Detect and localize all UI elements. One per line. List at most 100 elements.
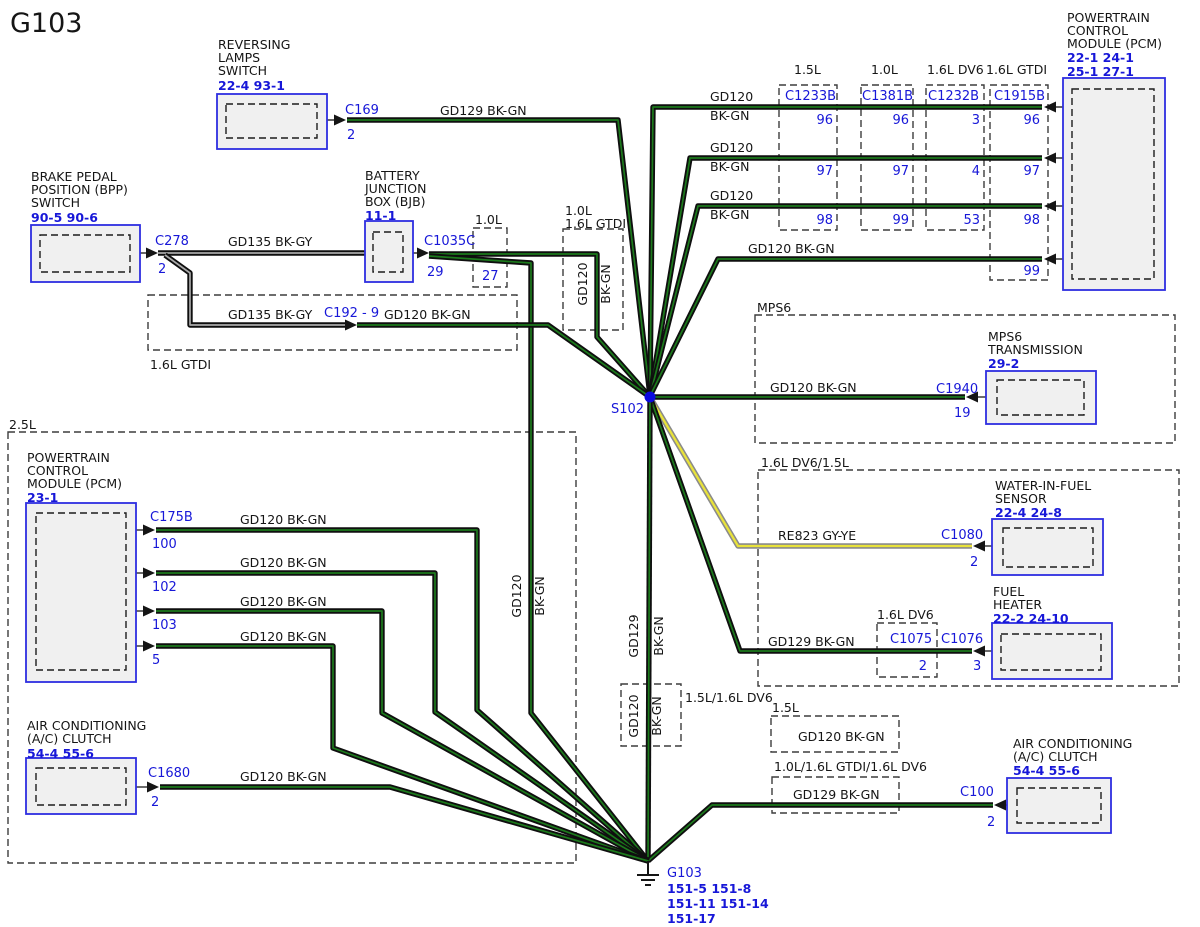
wire-gd120-pcmleft-row2 bbox=[156, 570, 650, 864]
vlabel-bkgn-wireA: BK-GN bbox=[532, 576, 547, 615]
vlabel-gd129: GD129 bbox=[626, 614, 641, 657]
svg-text:SWITCH: SWITCH bbox=[218, 63, 267, 78]
bjb-name: BATTERY bbox=[365, 168, 420, 183]
svg-text:99: 99 bbox=[892, 213, 909, 228]
pin-c175b-103: 103 bbox=[152, 618, 177, 633]
wif-refs: 22-4 24-8 bbox=[995, 505, 1062, 520]
region-15l-dv6-bottom bbox=[620, 683, 682, 747]
pin-c1940: 19 bbox=[954, 406, 971, 421]
svg-text:GD120 BK-GN: GD120 BK-GN bbox=[240, 769, 327, 784]
ground-g103-label: G103 bbox=[667, 866, 702, 881]
svg-text:GD120 BK-GN: GD120 BK-GN bbox=[240, 555, 327, 570]
pin-c175b-102: 102 bbox=[152, 580, 177, 595]
svg-text:GD120: GD120 bbox=[710, 89, 753, 104]
svg-text:4: 4 bbox=[972, 164, 980, 179]
pcm-right-refs1: 22-1 24-1 bbox=[1067, 50, 1134, 65]
box-ac-clutch-right bbox=[1006, 777, 1112, 834]
region-1-0l-gtdi bbox=[562, 228, 624, 331]
connector-c1076: C1076 bbox=[941, 632, 983, 647]
svg-text:GD120 BK-GN: GD120 BK-GN bbox=[240, 629, 327, 644]
connector-c100: C100 bbox=[960, 785, 994, 800]
vlabel-bkgn-bottom: BK-GN bbox=[649, 696, 664, 735]
svg-text:BK-GN: BK-GN bbox=[710, 108, 749, 123]
box-reversing-lamps-switch bbox=[216, 93, 328, 150]
region-label-combo: 1.0L/1.6L GTDI/1.6L DV6 bbox=[774, 759, 927, 774]
box-pcm-right bbox=[1062, 77, 1166, 291]
region-label-2-5l: 2.5L bbox=[9, 417, 36, 432]
region-label-15l-dv6: 1.5L/1.6L DV6 bbox=[685, 690, 773, 705]
col-header-1-0l: 1.0L bbox=[871, 62, 898, 77]
pin-c278: 2 bbox=[158, 262, 166, 277]
connector-c1232b: C1232B bbox=[928, 89, 979, 104]
svg-text:99: 99 bbox=[1023, 264, 1040, 279]
vlabel-gd120-center: GD120 bbox=[575, 262, 590, 305]
pin-c1035c-29: 29 bbox=[427, 265, 444, 280]
labels: G103 REVERSING LAMPS SWITCH 22-4 93-1 C1… bbox=[9, 8, 1162, 926]
connector-c1915b: C1915B bbox=[994, 89, 1045, 104]
arrow-c175b-103 bbox=[143, 605, 155, 617]
arrow-pcm-row3 bbox=[1044, 200, 1056, 212]
ac-left-name: AIR CONDITIONING bbox=[27, 718, 146, 733]
col-header-dv6: 1.6L DV6 bbox=[927, 62, 984, 77]
wire-gd120-vertical-left bbox=[428, 253, 651, 863]
arrow-c1940 bbox=[966, 391, 978, 403]
region-combo-right bbox=[771, 776, 900, 814]
box-bpp-switch bbox=[30, 224, 141, 283]
pcm-right-refs2: 25-1 27-1 bbox=[1067, 64, 1134, 79]
bpp-name: BRAKE PEDAL bbox=[31, 169, 117, 184]
arrow-c175b-5 bbox=[143, 640, 155, 652]
svg-text:GD120 BK-GN: GD120 BK-GN bbox=[798, 729, 885, 744]
pin-c1076: 3 bbox=[973, 659, 981, 674]
mps6-trans-refs: 29-2 bbox=[988, 356, 1019, 371]
svg-text:3: 3 bbox=[972, 113, 980, 128]
svg-text:96: 96 bbox=[892, 113, 909, 128]
connector-c1680: C1680 bbox=[148, 766, 190, 781]
svg-text:GD129 BK-GN: GD129 BK-GN bbox=[768, 634, 855, 649]
arrow-c1680 bbox=[147, 781, 159, 793]
wire-gd120-pcmleft-row1 bbox=[156, 527, 650, 864]
connector-c169: C169 bbox=[345, 103, 379, 118]
svg-text:BK-GN: BK-GN bbox=[710, 159, 749, 174]
arrow-c175b-102 bbox=[143, 567, 155, 579]
wire-gd120-c192 bbox=[357, 322, 652, 400]
ac-left-refs: 54-4 55-6 bbox=[27, 746, 94, 761]
wire-gd129-fuel-heater bbox=[647, 396, 972, 654]
region-dv6-15l bbox=[757, 469, 1180, 687]
connector-c1233b: C1233B bbox=[785, 89, 836, 104]
svg-text:98: 98 bbox=[1023, 213, 1040, 228]
svg-text:GD120 BK-GN: GD120 BK-GN bbox=[770, 380, 857, 395]
svg-text:96: 96 bbox=[816, 113, 833, 128]
pin-c1075: 2 bbox=[919, 659, 927, 674]
region-mps6 bbox=[754, 314, 1176, 444]
mps6-trans-name: MPS6 bbox=[988, 329, 1022, 344]
pcm-right-name: POWERTRAIN bbox=[1067, 10, 1150, 25]
ground-ref3: 151-17 bbox=[667, 911, 716, 926]
svg-text:(A/C) CLUTCH: (A/C) CLUTCH bbox=[1013, 749, 1097, 764]
wires bbox=[156, 104, 1042, 864]
svg-text:96: 96 bbox=[1023, 113, 1040, 128]
wire-gd120-ac-left bbox=[160, 784, 649, 864]
region-1-5l-right bbox=[770, 715, 900, 753]
fuel-heater-name: FUEL bbox=[993, 584, 1024, 599]
wire-gd120-c1035c-to-s102 bbox=[429, 251, 653, 399]
arrow-pcm-row4 bbox=[1044, 253, 1056, 265]
svg-text:CONTROL: CONTROL bbox=[1067, 23, 1128, 38]
svg-text:BK-GN: BK-GN bbox=[710, 207, 749, 222]
ac-right-refs: 54-4 55-6 bbox=[1013, 763, 1080, 778]
col-header-gtdi: 1.6L GTDI bbox=[986, 62, 1047, 77]
pin-c100: 2 bbox=[987, 815, 995, 830]
svg-text:97: 97 bbox=[1023, 164, 1040, 179]
pin-c175b-100: 100 bbox=[152, 537, 177, 552]
region-2-5l bbox=[7, 431, 577, 864]
splice-s102-label: S102 bbox=[611, 402, 644, 417]
box-pcm-left bbox=[25, 502, 137, 683]
arrow-c192 bbox=[345, 319, 357, 331]
connector-c1035c: C1035C bbox=[424, 234, 475, 249]
col-header-1-5l: 1.5L bbox=[794, 62, 821, 77]
arrow-pcm-row2 bbox=[1044, 152, 1056, 164]
arrow-pcm-row1 bbox=[1044, 101, 1056, 113]
svg-text:GD120 BK-GN: GD120 BK-GN bbox=[748, 241, 835, 256]
svg-text:JUNCTION: JUNCTION bbox=[364, 181, 426, 196]
ac-right-name: AIR CONDITIONING bbox=[1013, 736, 1132, 751]
svg-text:97: 97 bbox=[892, 164, 909, 179]
